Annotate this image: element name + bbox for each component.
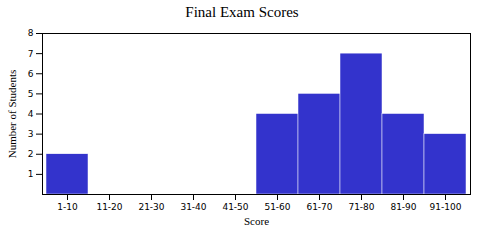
svg-text:21-30: 21-30 — [138, 202, 164, 212]
svg-text:91-100: 91-100 — [430, 202, 462, 212]
svg-text:4: 4 — [28, 109, 34, 119]
svg-text:7: 7 — [28, 49, 34, 59]
svg-text:11-20: 11-20 — [96, 202, 122, 212]
svg-text:31-40: 31-40 — [180, 202, 206, 212]
svg-text:61-70: 61-70 — [306, 202, 332, 212]
svg-text:Number of Students: Number of Students — [6, 70, 18, 159]
svg-text:6: 6 — [28, 69, 34, 79]
svg-text:3: 3 — [28, 129, 34, 139]
svg-text:81-90: 81-90 — [390, 202, 416, 212]
svg-text:51-60: 51-60 — [264, 202, 290, 212]
svg-text:1-10: 1-10 — [57, 202, 78, 212]
svg-text:8: 8 — [28, 28, 34, 38]
svg-text:71-80: 71-80 — [348, 202, 374, 212]
svg-text:2: 2 — [28, 149, 34, 159]
svg-text:41-50: 41-50 — [222, 202, 248, 212]
html-text:Final Exam Scores: Final Exam Scores — [185, 4, 299, 20]
svg-text:Score: Score — [244, 215, 269, 227]
svg-text:5: 5 — [28, 89, 34, 99]
svg-text:1: 1 — [28, 169, 34, 179]
